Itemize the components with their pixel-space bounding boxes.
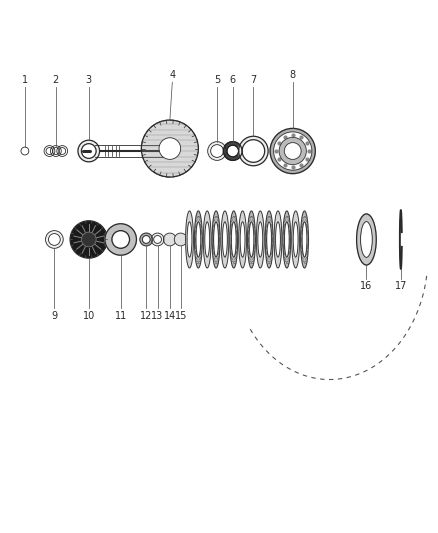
Text: 12: 12	[140, 311, 152, 321]
Polygon shape	[270, 128, 315, 174]
Text: 4: 4	[169, 70, 175, 80]
Circle shape	[70, 221, 107, 258]
Polygon shape	[283, 211, 291, 268]
Text: 14: 14	[164, 311, 176, 321]
Circle shape	[174, 233, 187, 246]
Polygon shape	[239, 211, 247, 268]
Polygon shape	[221, 211, 229, 268]
Polygon shape	[141, 120, 198, 177]
Polygon shape	[140, 233, 153, 246]
Text: 6: 6	[230, 75, 236, 85]
Polygon shape	[279, 138, 306, 165]
Polygon shape	[357, 214, 376, 265]
Polygon shape	[265, 211, 273, 268]
Text: 1: 1	[22, 75, 28, 85]
Polygon shape	[46, 231, 63, 248]
Polygon shape	[230, 211, 238, 268]
Polygon shape	[105, 224, 137, 255]
Text: 15: 15	[174, 311, 187, 321]
Text: 17: 17	[395, 281, 407, 291]
Polygon shape	[186, 211, 194, 268]
Text: 16: 16	[360, 281, 373, 291]
Polygon shape	[212, 211, 220, 268]
Text: 3: 3	[86, 75, 92, 85]
Polygon shape	[256, 211, 264, 268]
Polygon shape	[151, 233, 164, 246]
Polygon shape	[247, 211, 255, 268]
Circle shape	[159, 138, 180, 159]
Polygon shape	[239, 136, 268, 166]
Text: 5: 5	[214, 75, 220, 85]
Polygon shape	[223, 142, 242, 160]
Text: 9: 9	[51, 311, 57, 321]
Polygon shape	[292, 211, 300, 268]
Text: 11: 11	[115, 311, 127, 321]
Circle shape	[81, 232, 96, 247]
Polygon shape	[274, 211, 282, 268]
Text: 10: 10	[83, 311, 95, 321]
Text: 13: 13	[152, 311, 164, 321]
Polygon shape	[203, 211, 211, 268]
Polygon shape	[194, 211, 202, 268]
Text: 7: 7	[250, 75, 257, 85]
Polygon shape	[78, 140, 99, 162]
Text: 2: 2	[53, 75, 59, 85]
Polygon shape	[300, 211, 308, 268]
Circle shape	[163, 233, 176, 246]
Polygon shape	[208, 142, 226, 160]
Text: 8: 8	[290, 70, 296, 80]
